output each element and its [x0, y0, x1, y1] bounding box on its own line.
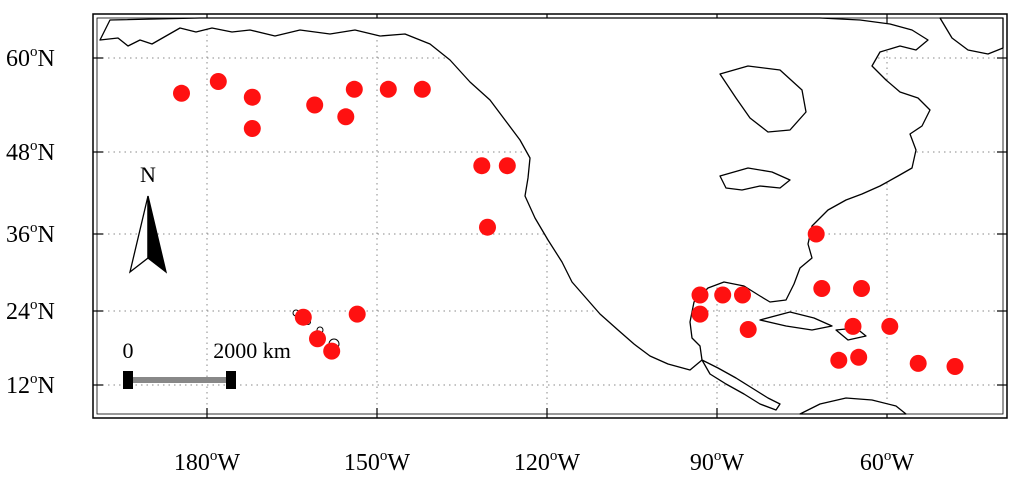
- lat-tick-label: 48oN: [6, 138, 55, 166]
- hudson-bay: [719, 65, 807, 133]
- station-marker: [345, 80, 363, 98]
- lon-tick-label: 60oW: [860, 448, 915, 476]
- greenland: [939, 17, 1004, 55]
- station-marker: [243, 120, 261, 137]
- station-marker: [813, 280, 831, 297]
- station-marker: [830, 351, 848, 369]
- station-marker: [379, 80, 397, 98]
- coastline: [99, 17, 1004, 415]
- station-marker: [243, 88, 261, 106]
- station-marker: [323, 342, 341, 360]
- station-marker: [413, 80, 431, 98]
- lon-tick-label: 180oW: [174, 448, 241, 476]
- station-marker: [714, 286, 732, 304]
- north-america-coast: [99, 17, 931, 371]
- south-america-coast: [799, 397, 907, 415]
- scale-bar-left-cap: [123, 371, 133, 389]
- station-marker: [479, 218, 496, 236]
- scale-bar-start-label: 0: [123, 338, 134, 363]
- scale-bar-line: [128, 377, 232, 383]
- station-marker: [473, 157, 491, 175]
- station-marker: [881, 317, 899, 335]
- station-marker: [173, 84, 190, 102]
- station-marker: [844, 317, 862, 335]
- lat-tick-label: 36oN: [6, 220, 55, 248]
- station-marker: [850, 348, 868, 366]
- station-marker: [348, 305, 366, 323]
- north-arrow: N: [128, 162, 168, 274]
- station-markers: [173, 73, 964, 375]
- station-marker: [337, 108, 355, 126]
- lat-tick-label: 24oN: [6, 297, 55, 325]
- station-marker: [909, 354, 927, 372]
- north-arrow-right-half: [147, 195, 168, 274]
- station-marker: [734, 286, 751, 304]
- lat-tick-label: 12oN: [6, 371, 55, 399]
- longitude-labels: 180oW 150oW 120oW 90oW 60oW: [174, 448, 915, 476]
- station-marker: [309, 330, 326, 348]
- station-marker: [691, 305, 709, 323]
- station-marker: [807, 225, 825, 243]
- central-america-coast: [701, 359, 781, 411]
- station-marker: [691, 286, 709, 304]
- cuba: [759, 311, 833, 331]
- scale-bar-end-label: 2000 km: [213, 338, 291, 363]
- scale-bar: 0 2000 km: [123, 338, 291, 389]
- scale-bar-right-cap: [226, 371, 236, 389]
- station-marker: [739, 321, 757, 338]
- north-arrow-label: N: [140, 162, 156, 187]
- station-marker: [946, 358, 964, 375]
- station-marker: [853, 280, 870, 297]
- station-marker: [294, 308, 312, 326]
- great-lakes: [719, 167, 791, 191]
- lon-tick-label: 150oW: [344, 448, 411, 476]
- station-marker: [306, 96, 324, 114]
- station-marker: [498, 157, 516, 175]
- station-marker: [209, 73, 227, 90]
- lat-tick-label: 60oN: [6, 44, 55, 72]
- latitude-labels: 60oN 48oN 36oN 24oN 12oN: [6, 44, 55, 399]
- lon-tick-label: 90oW: [690, 448, 745, 476]
- lon-tick-label: 120oW: [514, 448, 581, 476]
